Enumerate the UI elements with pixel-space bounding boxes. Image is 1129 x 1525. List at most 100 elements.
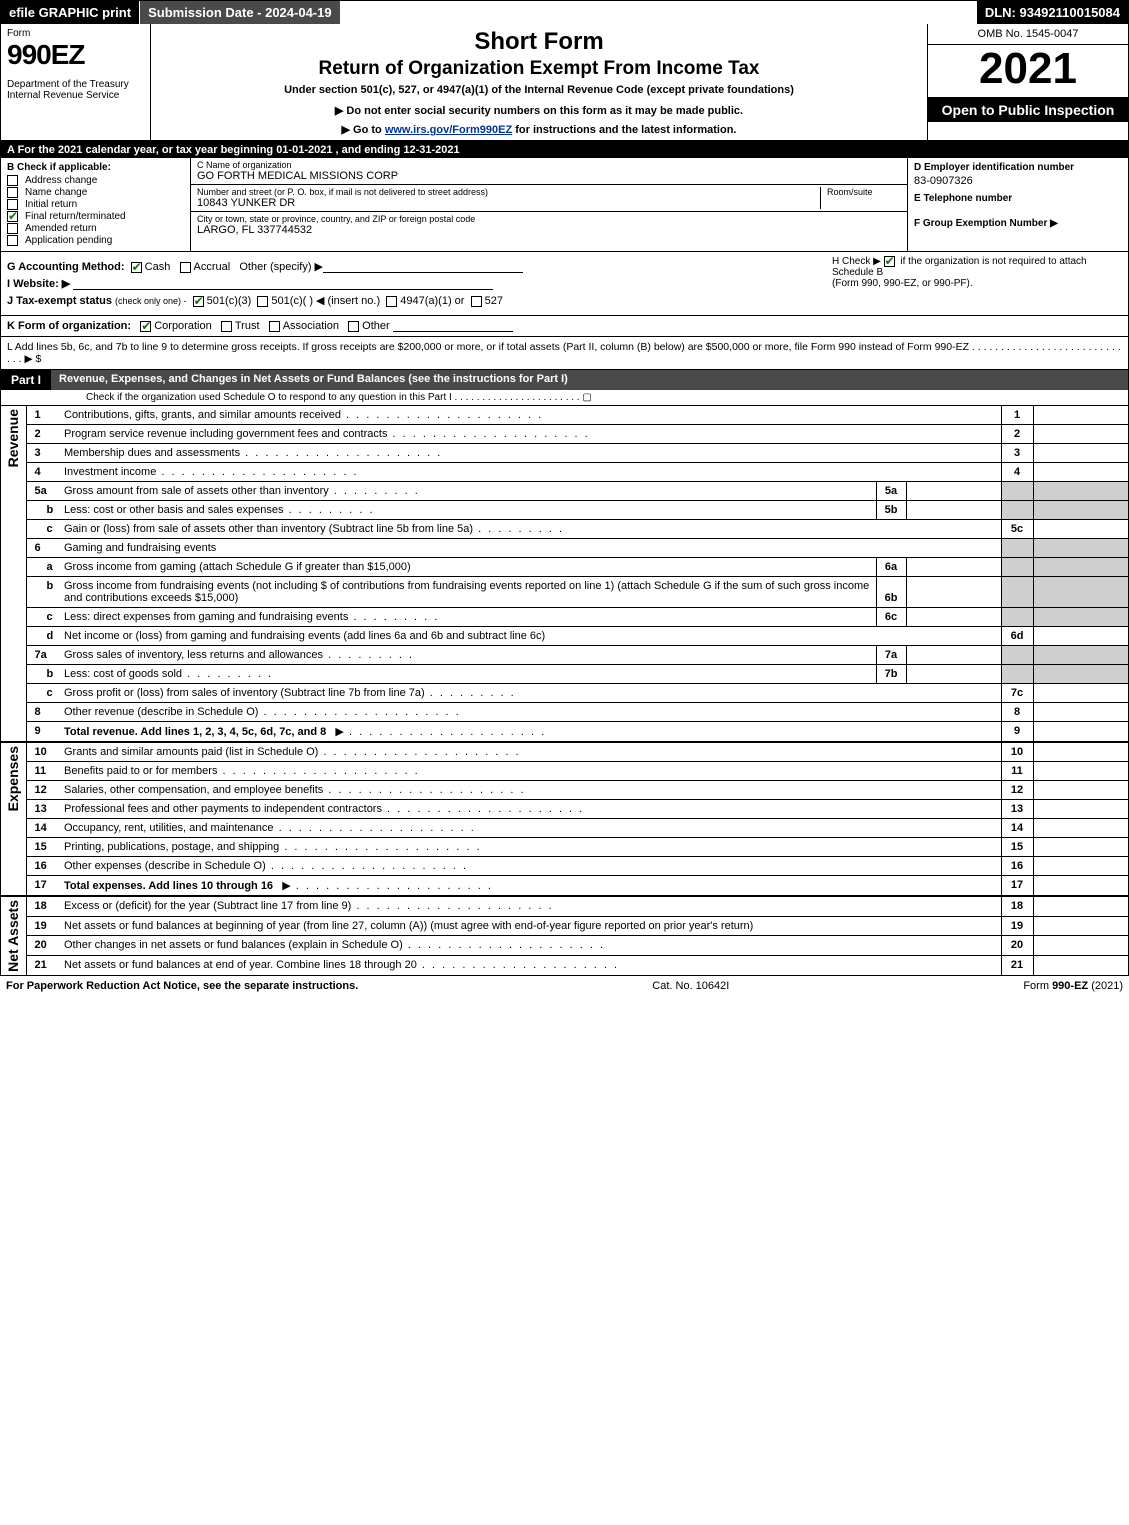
opt-label: Address change — [25, 175, 97, 186]
line-rnum: 20 — [1001, 936, 1033, 956]
line-desc: Net assets or fund balances at end of ye… — [60, 956, 1001, 975]
mid-num: 6c — [876, 608, 906, 627]
line-num: 11 — [26, 762, 60, 781]
opt-amended-return[interactable]: Amended return — [7, 223, 184, 234]
line-num: b — [26, 665, 60, 684]
line-rval — [1033, 577, 1128, 608]
table-row: 21 Net assets or fund balances at end of… — [1, 956, 1128, 975]
line-desc: Total revenue. Add lines 1, 2, 3, 4, 5c,… — [60, 722, 1001, 743]
line-desc: Total expenses. Add lines 10 through 16 … — [60, 876, 1001, 897]
bold-desc: Total revenue. Add lines 1, 2, 3, 4, 5c,… — [64, 726, 326, 738]
mid-val[interactable] — [906, 646, 1001, 665]
line-rval[interactable] — [1033, 781, 1128, 800]
line-rval[interactable] — [1033, 406, 1128, 425]
form-header: Form 990EZ Department of the Treasury In… — [1, 24, 1128, 142]
g-cash-checkbox-icon[interactable] — [131, 262, 142, 273]
opt-label: Name change — [25, 187, 87, 198]
side-text: Expenses — [5, 746, 21, 811]
opt-address-change[interactable]: Address change — [7, 175, 184, 186]
line-rval[interactable] — [1033, 800, 1128, 819]
k-other-input[interactable] — [393, 320, 513, 332]
line-rnum — [1001, 665, 1033, 684]
k-assoc-checkbox-icon[interactable] — [269, 321, 280, 332]
line-rval[interactable] — [1033, 425, 1128, 444]
line-rval[interactable] — [1033, 956, 1128, 975]
line-rval[interactable] — [1033, 916, 1128, 936]
opt-final-return[interactable]: Final return/terminated — [7, 211, 184, 222]
g-accrual-checkbox-icon[interactable] — [180, 262, 191, 273]
website-input[interactable] — [73, 278, 493, 290]
line-rval[interactable] — [1033, 463, 1128, 482]
line-rval[interactable] — [1033, 819, 1128, 838]
table-row: 4 Investment income 4 — [1, 463, 1128, 482]
j-note: (check only one) - — [115, 296, 187, 306]
k-assoc: Association — [283, 320, 339, 332]
h-checkbox-icon[interactable] — [884, 256, 895, 267]
line-num: 10 — [26, 742, 60, 762]
opt-name-change[interactable]: Name change — [7, 187, 184, 198]
line-rval[interactable] — [1033, 627, 1128, 646]
line-rval[interactable] — [1033, 762, 1128, 781]
j-4947-checkbox-icon[interactable] — [386, 296, 397, 307]
line-desc: Gross sales of inventory, less returns a… — [60, 646, 876, 665]
opt-initial-return[interactable]: Initial return — [7, 199, 184, 210]
line-rval[interactable] — [1033, 703, 1128, 722]
j-501c-checkbox-icon[interactable] — [257, 296, 268, 307]
mid-val[interactable] — [906, 665, 1001, 684]
line-rval[interactable] — [1033, 684, 1128, 703]
line-rval[interactable] — [1033, 520, 1128, 539]
k-trust: Trust — [235, 320, 260, 332]
line-rval[interactable] — [1033, 876, 1128, 897]
h-text3: (Form 990, 990-EZ, or 990-PF). — [832, 278, 973, 289]
room-hdr: Room/suite — [827, 187, 901, 197]
mid-val[interactable] — [906, 577, 1001, 608]
mid-val[interactable] — [906, 608, 1001, 627]
mid-val[interactable] — [906, 482, 1001, 501]
efile-print-button[interactable]: efile GRAPHIC print — [1, 1, 140, 24]
line-num: b — [26, 501, 60, 520]
h-box: H Check ▶ if the organization is not req… — [832, 256, 1122, 289]
line-rnum: 11 — [1001, 762, 1033, 781]
line-rnum: 13 — [1001, 800, 1033, 819]
ein-hdr: D Employer identification number — [914, 162, 1122, 173]
line-desc: Gross income from fundraising events (no… — [60, 577, 876, 608]
k-trust-checkbox-icon[interactable] — [221, 321, 232, 332]
opt-label: Initial return — [25, 199, 77, 210]
j-501c3-checkbox-icon[interactable] — [193, 296, 204, 307]
line-rval — [1033, 482, 1128, 501]
footer-right-form: 990-EZ — [1052, 980, 1088, 992]
line-rval[interactable] — [1033, 896, 1128, 916]
j-527-checkbox-icon[interactable] — [471, 296, 482, 307]
table-row: 6 Gaming and fundraising events — [1, 539, 1128, 558]
opt-label: Final return/terminated — [25, 211, 126, 222]
k-corp-checkbox-icon[interactable] — [140, 321, 151, 332]
line-rval[interactable] — [1033, 838, 1128, 857]
line-rval — [1033, 539, 1128, 558]
section-k: K Form of organization: Corporation Trus… — [1, 316, 1128, 337]
line-rval — [1033, 558, 1128, 577]
line-rval[interactable] — [1033, 936, 1128, 956]
line-num: a — [26, 558, 60, 577]
footer-right: Form 990-EZ (2021) — [1023, 980, 1123, 992]
line-desc: Gain or (loss) from sale of assets other… — [60, 520, 1001, 539]
irs-link[interactable]: www.irs.gov/Form990EZ — [385, 124, 512, 136]
line-rval[interactable] — [1033, 742, 1128, 762]
mid-val[interactable] — [906, 558, 1001, 577]
table-row: b Less: cost or other basis and sales ex… — [1, 501, 1128, 520]
line-desc: Net income or (loss) from gaming and fun… — [60, 627, 1001, 646]
table-row: 12 Salaries, other compensation, and emp… — [1, 781, 1128, 800]
line-rval[interactable] — [1033, 857, 1128, 876]
line-rval[interactable] — [1033, 444, 1128, 463]
k-other-checkbox-icon[interactable] — [348, 321, 359, 332]
mid-val[interactable] — [906, 501, 1001, 520]
side-text: Revenue — [5, 409, 21, 467]
line-desc: Less: cost or other basis and sales expe… — [60, 501, 876, 520]
line-rval[interactable] — [1033, 722, 1128, 743]
table-row: b Less: cost of goods sold 7b — [1, 665, 1128, 684]
opt-application-pending[interactable]: Application pending — [7, 235, 184, 246]
mid-num: 6a — [876, 558, 906, 577]
g-other-input[interactable] — [323, 261, 523, 273]
g-accrual: Accrual — [194, 261, 231, 273]
table-row: 15 Printing, publications, postage, and … — [1, 838, 1128, 857]
line-rnum — [1001, 482, 1033, 501]
